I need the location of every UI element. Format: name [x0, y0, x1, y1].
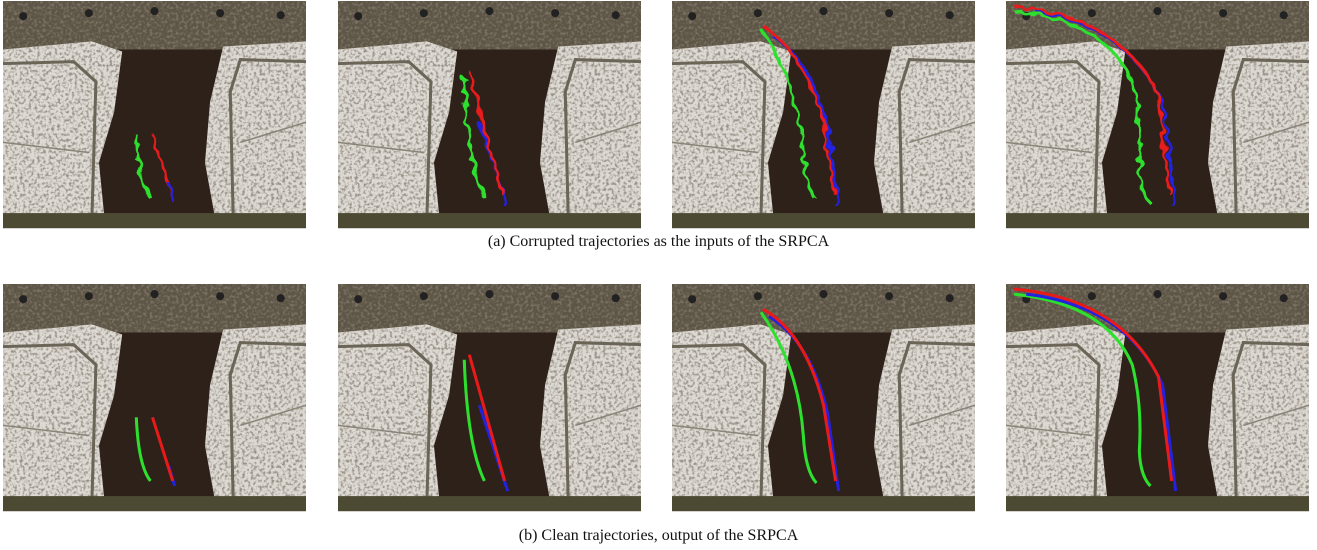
- figure: (a) Corrupted trajectories as the inputs…: [0, 0, 1317, 550]
- panel: [672, 1, 975, 228]
- panel: [1006, 284, 1309, 511]
- figure-panels: [0, 0, 1317, 550]
- caption: (a) Corrupted trajectories as the inputs…: [0, 233, 1317, 251]
- panel: [338, 284, 641, 511]
- panel: [338, 1, 641, 228]
- panel: [1006, 1, 1309, 228]
- panel: [3, 1, 306, 228]
- caption: (b) Clean trajectories, output of the SR…: [0, 527, 1317, 545]
- panel: [672, 284, 975, 511]
- panel: [3, 284, 306, 511]
